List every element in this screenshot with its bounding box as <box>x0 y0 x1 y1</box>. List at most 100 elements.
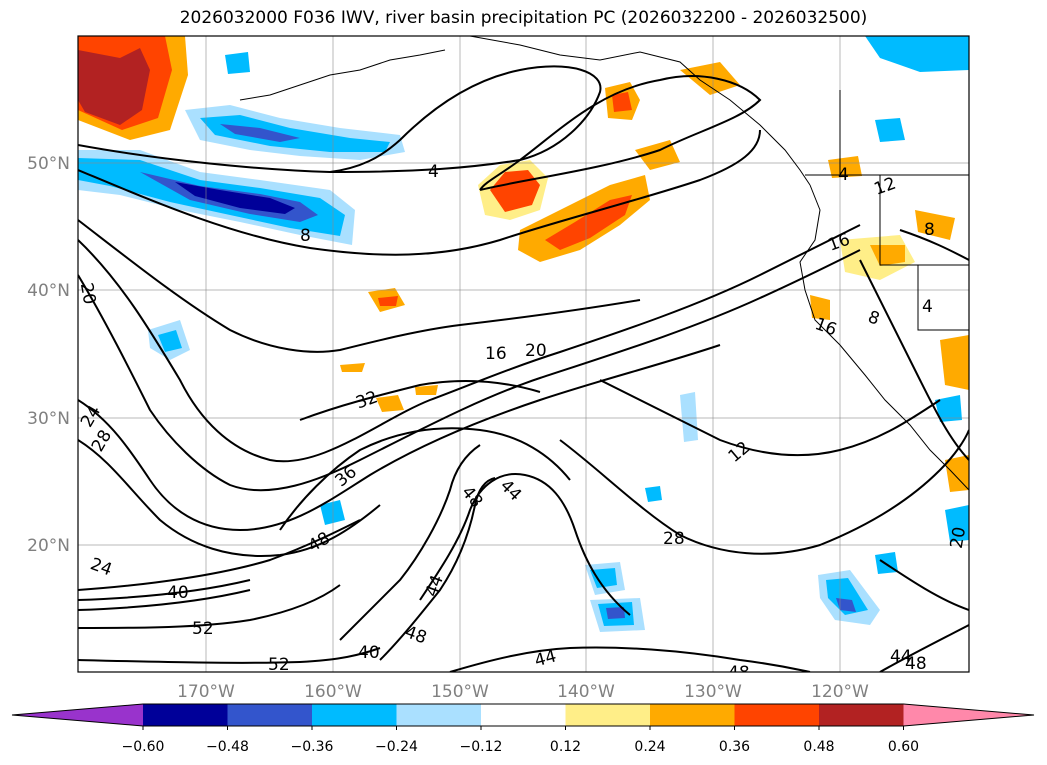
map-frame <box>77 35 970 673</box>
colorbar-extend-high <box>903 704 1034 726</box>
small-orange-4 <box>376 395 404 412</box>
iwv-contours <box>78 65 969 672</box>
colorbar-tick-labels: −0.60 −0.48 −0.36 −0.24 −0.12 0.12 0.24 0.36 0.4… <box>122 726 919 755</box>
colorbar-segment <box>734 704 820 726</box>
bering-patch-blue <box>200 115 390 152</box>
longitude-labels: 170°W 160°W 150°W 140°W 130°W 120°W <box>177 682 869 702</box>
contour-32 <box>299 380 541 421</box>
contour-48-mid <box>379 477 496 661</box>
contour-label-20-west: 20 <box>76 281 99 306</box>
contour-44-south <box>449 646 811 672</box>
contour-east-1 <box>859 259 969 461</box>
contour-40-mid <box>339 444 481 641</box>
nw-blue-small <box>225 52 250 74</box>
alaska-patch-inner <box>612 92 632 112</box>
aleutian-band-navy <box>175 182 295 214</box>
map-panel: 4 8 16 20 20 24 28 32 36 48 44 48 24 40 … <box>76 36 970 683</box>
contour-label-4: 4 <box>428 162 439 182</box>
contour-48-south <box>879 624 969 672</box>
contour-east-3 <box>879 559 969 611</box>
nw-darkred-patch <box>78 48 150 125</box>
colorbar-segment <box>650 704 735 726</box>
contour-16-jet <box>78 224 861 463</box>
contour-label-52-bottom: 52 <box>268 655 290 675</box>
contour-4-north <box>78 65 602 174</box>
small-red-1 <box>378 296 398 306</box>
contour-label-52: 52 <box>192 619 214 639</box>
colorbar-segment <box>143 704 228 726</box>
contour-label-20: 20 <box>525 341 547 361</box>
colorbar <box>11 703 1035 727</box>
mexico-blue-3 <box>935 395 962 422</box>
graticule <box>78 36 969 672</box>
contour-44-lower <box>78 589 251 611</box>
contour-label-8: 8 <box>300 226 311 246</box>
colorbar-tick-label: −0.24 <box>375 739 418 755</box>
east-patch-3 <box>915 210 955 240</box>
contour-4-gyre <box>479 75 762 191</box>
longitude-label: 120°W <box>811 682 869 702</box>
central-blue <box>645 486 662 502</box>
longitude-label: 130°W <box>684 682 742 702</box>
contour-40-lower <box>78 579 251 601</box>
contour-label-4-coast: 4 <box>922 297 933 317</box>
colorbar-segment <box>819 704 904 726</box>
colorbar-tick-label: 0.60 <box>888 739 919 755</box>
map-title: 2026032000 F036 IWV, river basin precipi… <box>179 8 868 28</box>
coastlines <box>239 36 969 491</box>
contour-label-20-east: 20 <box>947 525 970 550</box>
small-orange-2 <box>340 363 365 372</box>
latitude-label: 30°N <box>27 409 70 429</box>
latitude-labels: 50°N 40°N 30°N 20°N <box>27 154 70 556</box>
contour-label-48-east: 48 <box>905 654 927 674</box>
south-blue-1-inner <box>590 568 617 588</box>
east-patch-1 <box>940 335 969 390</box>
latitude-label: 20°N <box>27 536 70 556</box>
colorbar-extend-low <box>12 704 143 726</box>
contour-12-south <box>599 379 941 457</box>
contour-20-jet <box>78 249 861 492</box>
latitude-label: 50°N <box>27 154 70 174</box>
contour-44-mid <box>419 473 631 616</box>
gulf-patch-2-inner <box>545 195 632 250</box>
east-patch-2 <box>945 455 969 492</box>
contour-28-west <box>78 439 381 557</box>
colorbar-segment <box>396 704 482 726</box>
colorbar-tick-label: −0.48 <box>206 739 249 755</box>
negative-pc-patches <box>78 36 969 632</box>
state-line-2 <box>917 265 969 331</box>
contour-label-28-south: 28 <box>663 529 685 549</box>
mexico-blue-1-inner <box>826 578 868 615</box>
aleutians <box>239 49 446 101</box>
contour-52 <box>78 584 341 629</box>
contour-24 <box>78 344 721 532</box>
coast-patch-or-inner <box>870 245 905 266</box>
contour-12-west <box>78 219 641 353</box>
contour-label-40: 40 <box>167 583 189 603</box>
contour-label-16: 16 <box>485 344 507 364</box>
mexico-blue-1-core <box>836 598 856 612</box>
central-blue-2 <box>680 392 698 442</box>
contour-label-4-bc: 4 <box>838 165 849 185</box>
contour-label-48-bottom: 48 <box>728 663 750 683</box>
contour-8 <box>78 129 761 256</box>
colorbar-segment <box>565 704 651 726</box>
colorbar-tick-label: 0.24 <box>634 739 665 755</box>
mexico-blue-4 <box>945 505 969 542</box>
state-line-1 <box>879 175 969 266</box>
alaska-coast <box>469 36 811 186</box>
colorbar-tick-label: −0.60 <box>122 739 165 755</box>
colorbar-tick-label: −0.12 <box>460 739 503 755</box>
colorbar-tick-label: −0.36 <box>291 739 334 755</box>
latitude-label: 40°N <box>27 281 70 301</box>
colorbar-segment <box>481 704 566 726</box>
colorbar-segment <box>312 704 397 726</box>
small-orange-3 <box>415 385 438 395</box>
canada-coast-patch <box>680 62 740 95</box>
contour-label-44-east: 44 <box>890 647 912 667</box>
contour-52-bottom <box>78 647 381 664</box>
longitude-label: 160°W <box>304 682 362 702</box>
colorbar-tick-label: 0.36 <box>719 739 750 755</box>
coast-patch-bc <box>828 156 862 178</box>
